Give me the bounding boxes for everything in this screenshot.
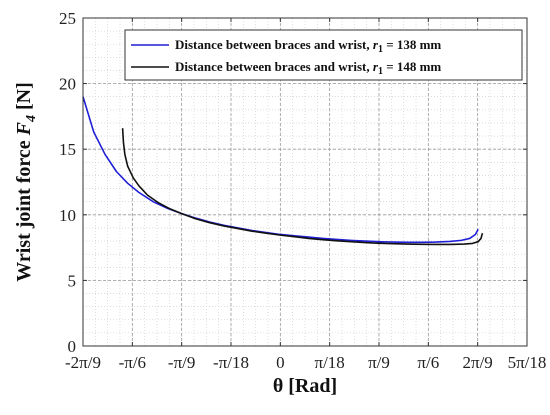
plot-frame xyxy=(82,17,528,347)
x-tick-label: π/9 xyxy=(368,353,390,372)
y-axis-label-var: F xyxy=(13,121,35,136)
x-tick-label: -π/18 xyxy=(213,353,249,372)
y-tick-label: 5 xyxy=(68,271,77,290)
legend-label-series-1: Distance between braces and wrist, r1 = … xyxy=(175,37,441,55)
series-line-2 xyxy=(121,128,484,246)
legend-label-2-prefix: Distance between braces and wrist, xyxy=(175,59,373,74)
y-tick-label: 15 xyxy=(59,140,76,159)
y-axis-label-sub: 4 xyxy=(24,115,39,123)
series-layer xyxy=(82,96,484,246)
x-tick-labels: -2π/9 -π/6 -π/9 -π/18 0 π/18 π/9 π/6 2π/9 5π/18 xyxy=(65,353,546,372)
x-axis-label: θ [Rad] xyxy=(273,375,337,397)
legend: Distance between braces and wrist, r1 = … xyxy=(124,29,523,81)
x-tick-label: 5π/18 xyxy=(508,353,547,372)
x-tick-label: -2π/9 xyxy=(65,353,101,372)
legend-label-1-var: r xyxy=(373,37,379,52)
legend-label-2-sub: 1 xyxy=(378,66,383,77)
x-tick-label: π/18 xyxy=(315,353,345,372)
x-tick-label: -π/6 xyxy=(119,353,146,372)
y-tick-label: 0 xyxy=(68,337,77,356)
legend-label-2-suffix: = 148 mm xyxy=(383,59,441,74)
x-tick-label: 2π/9 xyxy=(463,353,493,372)
legend-label-1-suffix: = 138 mm xyxy=(383,37,441,52)
legend-label-1-prefix: Distance between braces and wrist, xyxy=(175,37,373,52)
x-tick-label: π/6 xyxy=(417,353,439,372)
legend-label-2-var: r xyxy=(373,59,379,74)
x-tick-label: -π/9 xyxy=(168,353,195,372)
y-axis-label: Wrist joint force F4 [N] xyxy=(13,82,39,282)
x-tick-label: 0 xyxy=(276,353,285,372)
y-tick-labels: 0 5 10 15 20 25 xyxy=(59,9,76,356)
y-tick-label: 25 xyxy=(59,9,76,28)
legend-label-1-sub: 1 xyxy=(378,44,383,55)
y-axis-label-unit: [N] xyxy=(13,82,35,115)
y-tick-label: 10 xyxy=(59,206,76,225)
legend-label-series-2: Distance between braces and wrist, r1 = … xyxy=(175,59,441,77)
y-tick-label: 20 xyxy=(59,75,76,94)
ticks-layer xyxy=(82,17,528,347)
legend-box xyxy=(124,29,523,81)
y-axis-label-main: Wrist joint force xyxy=(13,135,35,281)
